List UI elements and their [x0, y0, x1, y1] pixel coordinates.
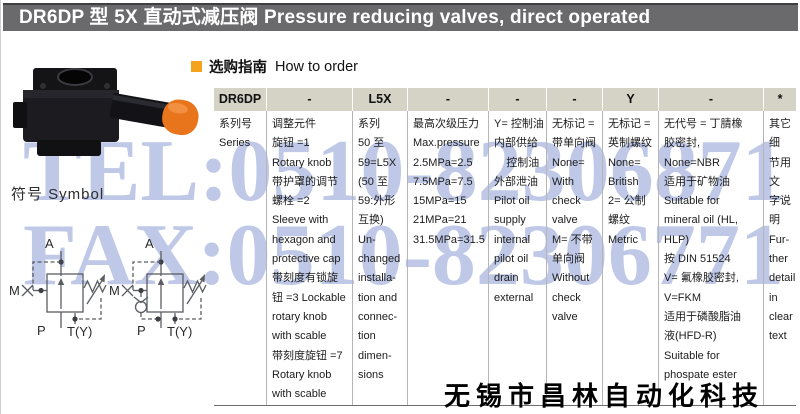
heading-zh: 选购指南: [209, 60, 267, 76]
page-title: DR6DP 型 5X 直动式减压阀 Pressure reducing valv…: [19, 7, 651, 28]
heading-en: How to order: [275, 58, 359, 75]
valve-symbol-diagram-1: A M P T(Y): [9, 236, 107, 339]
symbol-section-label: 符号 Symbol: [11, 186, 105, 203]
code-cell-dash-2: -: [408, 88, 489, 111]
valve-symbol-diagram-2: A M P T(Y): [109, 236, 207, 339]
desc-cell-thread: 无标记 = 英制螺纹 None= British 2= 公制 螺纹 Metric: [603, 111, 659, 405]
desc-cell-max-pressure: 最高次级压力 Max.pressure 2.5MPa=2.5 7.5MPa=7.…: [408, 111, 489, 405]
code-cell-dash-3: -: [489, 88, 547, 111]
company-name-overlay: 无锡市昌林自动化科技: [444, 381, 765, 411]
code-cell-dash-5: -: [659, 88, 764, 111]
code-cell-series: DR6DP: [214, 88, 267, 111]
how-to-order-heading: 选购指南 How to order: [191, 56, 358, 77]
port-a-label: A: [145, 236, 154, 251]
port-p-label: P: [37, 323, 46, 338]
desc-cell-adjustment: 调整元件 旋钮 =1 Rotary knob 带护罩的调节 螺栓 =2 Slee…: [267, 111, 353, 405]
how-to-order-table: DR6DP - L5X - - - Y - * 系列号 Series 调整元件 …: [214, 88, 796, 406]
desc-cell-further-detail: 其它细 节用文 字说明 Fur- ther detail in clear te…: [769, 118, 796, 343]
port-a-label: A: [45, 236, 54, 251]
code-cell-dash-1: -: [267, 88, 353, 111]
port-t-label: T(Y): [167, 324, 192, 339]
code-cell-l5x: L5X: [353, 88, 408, 111]
port-t-label: T(Y): [67, 324, 92, 339]
valve-product-photo: [13, 68, 199, 156]
orange-square-icon: [191, 61, 202, 72]
desc-cell-seal: 无代号 = 丁腈橡 胶密封, None=NBR 适用于矿物油 Suitable …: [659, 111, 764, 405]
fax-watermark: FAX:0510-82306771: [23, 207, 784, 304]
desc-cell-series-range: 系列 50 至 59=L5X (50 至 59:外形 互换) Un- chang…: [353, 111, 408, 405]
order-code-header-row: DR6DP - L5X - - - Y - *: [214, 88, 796, 111]
code-cell-star: *: [777, 92, 783, 106]
code-cell-y: Y: [603, 88, 659, 111]
order-desc-row: 系列号 Series 调整元件 旋钮 =1 Rotary knob 带护罩的调节…: [214, 111, 796, 406]
desc-cell-pilot-oil: Y= 控制油 内部供给 控制油 外部泄油 Pilot oil supply in…: [489, 111, 547, 405]
port-m-label: M: [9, 283, 20, 298]
page-title-bar: DR6DP 型 5X 直动式减压阀 Pressure reducing valv…: [3, 3, 798, 31]
port-p-label: P: [137, 323, 146, 338]
code-cell-dash-4: -: [547, 88, 603, 111]
desc-cell-check-valve: 无标记 = 带单向阀 None= With check valve M= 不带 …: [547, 111, 603, 405]
desc-cell-series: 系列号 Series: [214, 111, 267, 405]
port-m-label: M: [109, 283, 120, 298]
